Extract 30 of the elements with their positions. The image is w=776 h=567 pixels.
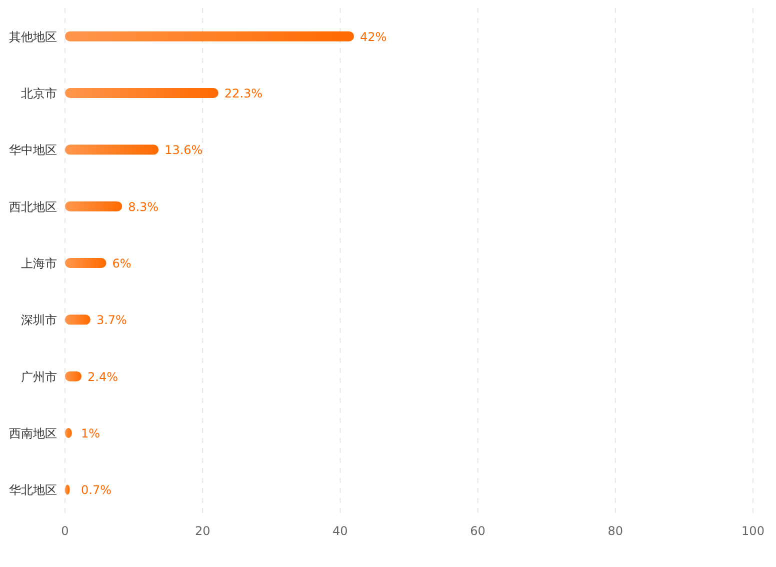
bar	[65, 31, 354, 42]
data-label: 8.3%	[128, 200, 159, 214]
bar	[65, 201, 122, 212]
bar	[65, 88, 218, 98]
x-tick-label: 40	[332, 524, 348, 538]
y-tick-label: 北京市	[21, 86, 57, 100]
y-tick-label: 华北地区	[9, 483, 57, 498]
data-label: 0.7%	[81, 483, 112, 498]
y-tick-label: 其他地区	[9, 30, 57, 44]
data-label: 6%	[112, 256, 132, 270]
data-label: 3.7%	[96, 313, 127, 328]
x-tick-label: 60	[470, 524, 486, 538]
y-tick-label: 深圳市	[21, 313, 57, 328]
data-label: 1%	[81, 426, 100, 440]
x-tick-label: 80	[608, 524, 624, 538]
data-label: 2.4%	[88, 370, 118, 384]
x-tick-label: 100	[742, 524, 764, 538]
bar	[65, 144, 159, 155]
y-tick-label: 西北地区	[9, 200, 57, 214]
bar	[65, 314, 90, 325]
y-tick-label: 西南地区	[9, 426, 57, 440]
data-label: 42%	[360, 30, 387, 44]
y-tick-label: 广州市	[21, 370, 57, 384]
data-label: 22.3%	[224, 86, 263, 100]
y-tick-label: 华中地区	[9, 143, 57, 158]
data-label: 13.6%	[164, 143, 203, 158]
x-tick-label: 20	[194, 524, 210, 538]
x-tick-label: 0	[61, 524, 69, 538]
y-tick-label: 上海市	[21, 256, 57, 270]
bar	[65, 258, 106, 268]
